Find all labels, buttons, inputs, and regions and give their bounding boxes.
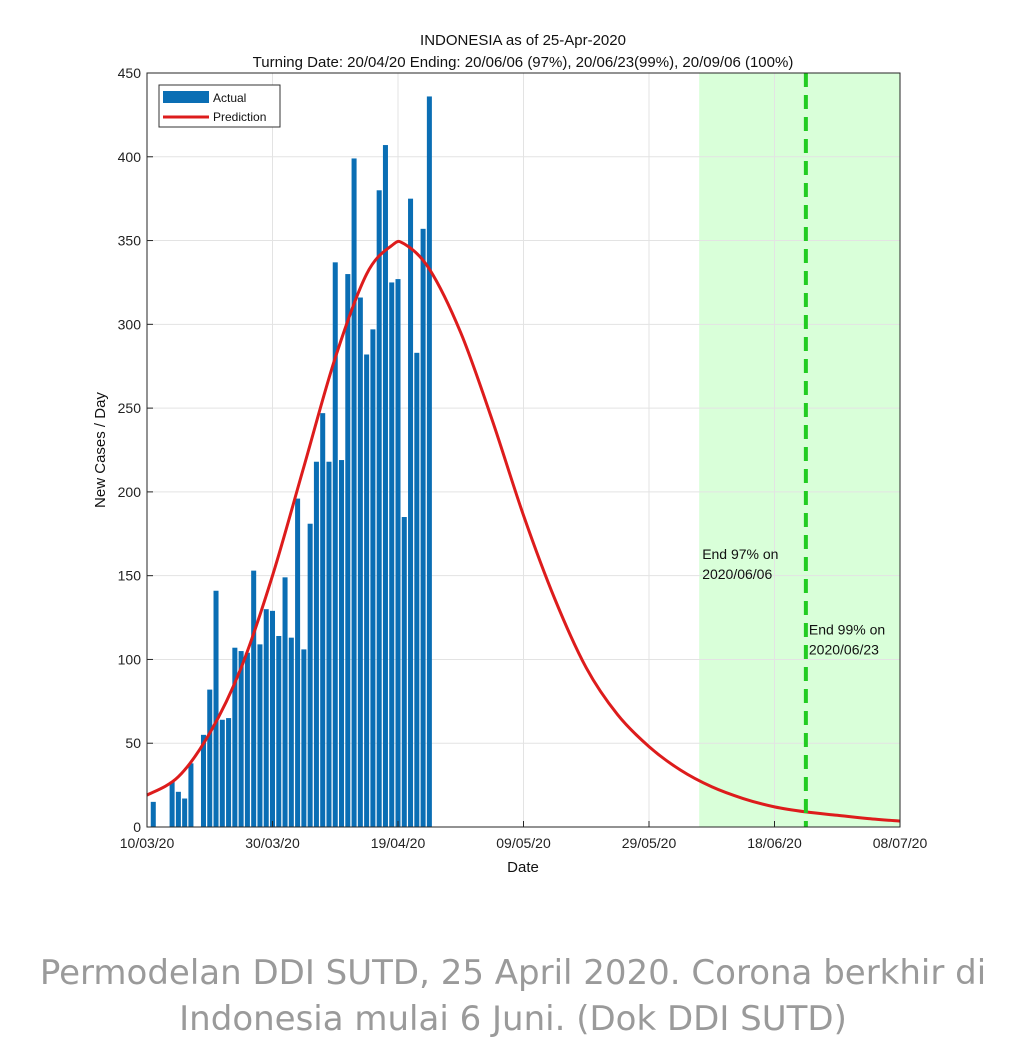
y-tick-label: 0 <box>133 819 141 835</box>
actual-bar <box>395 279 401 827</box>
annotation-line: 2020/06/06 <box>702 566 772 582</box>
actual-bar <box>364 354 370 827</box>
legend-actual-label: Actual <box>213 91 246 105</box>
actual-bar <box>226 718 232 827</box>
actual-bar <box>307 523 313 827</box>
actual-bar <box>345 274 351 828</box>
actual-bar <box>257 644 263 827</box>
actual-bar <box>238 651 244 827</box>
actual-bar <box>150 801 156 827</box>
actual-bar <box>351 158 357 827</box>
actual-bar <box>207 689 213 827</box>
actual-bar <box>426 96 432 828</box>
figure-caption: Permodelan DDI SUTD, 25 April 2020. Coro… <box>39 953 987 1039</box>
actual-bar <box>339 460 345 827</box>
actual-bar <box>263 609 269 827</box>
actual-bar <box>357 297 363 828</box>
x-tick-label: 08/07/20 <box>873 835 928 851</box>
y-tick-label: 450 <box>118 65 142 81</box>
chart: 0 50 100 150 200 250 300 350 400 450 10/03/20 30/03… <box>92 32 928 876</box>
x-tick-label: 09/05/20 <box>496 835 551 851</box>
annotation: End 97% on 2020/06/06 <box>702 546 778 582</box>
actual-bar <box>326 461 332 827</box>
x-tick-label: 30/03/20 <box>245 835 300 851</box>
annotation-line: End 99% on <box>809 621 885 637</box>
actual-bar <box>232 647 238 827</box>
x-tick-label: 10/03/20 <box>120 835 175 851</box>
annotation-line: End 97% on <box>702 546 778 562</box>
actual-bar <box>295 498 301 827</box>
actual-bar <box>313 461 319 827</box>
y-tick-label: 200 <box>118 484 142 500</box>
y-tick-label: 100 <box>118 651 142 667</box>
actual-bar <box>169 781 175 827</box>
legend: Actual Prediction <box>158 84 281 128</box>
chart-title: INDONESIA as of 25-Apr-2020 <box>420 32 626 49</box>
actual-bar <box>182 798 188 827</box>
actual-bar <box>213 590 219 827</box>
y-tick-label: 150 <box>118 568 142 584</box>
x-tick-label: 18/06/20 <box>747 835 802 851</box>
chart-subtitle: Turning Date: 20/04/20 Ending: 20/06/06 … <box>253 54 794 71</box>
actual-bar <box>414 352 420 827</box>
actual-bar <box>420 228 426 827</box>
y-tick-label: 300 <box>118 316 142 332</box>
actual-bar <box>269 610 276 827</box>
legend-actual-swatch <box>163 91 209 103</box>
actual-bar <box>320 413 326 827</box>
y-axis-label: New Cases / Day <box>92 392 109 508</box>
actual-bar <box>370 329 376 827</box>
y-tick-label: 50 <box>125 735 141 751</box>
actual-bar <box>188 763 194 827</box>
actual-bar <box>301 649 307 827</box>
actual-bar <box>288 637 294 827</box>
axis-ticks: 0 50 100 150 200 250 300 350 400 450 10/03/20 30/03… <box>118 65 928 851</box>
actual-bar <box>408 198 414 827</box>
annotation: End 99% on 2020/06/23 <box>809 621 885 657</box>
actual-bar <box>276 635 282 827</box>
annotation-line: 2020/06/23 <box>809 641 879 657</box>
actual-bar <box>376 190 382 828</box>
actual-bar <box>282 577 288 827</box>
actual-bar <box>175 791 181 827</box>
actual-bar <box>332 262 338 827</box>
x-axis-label: Date <box>507 859 539 876</box>
actual-bars <box>150 96 432 828</box>
x-tick-label: 19/04/20 <box>371 835 426 851</box>
actual-bar <box>219 719 225 827</box>
x-tick-label: 29/05/20 <box>622 835 677 851</box>
y-tick-label: 400 <box>118 149 142 165</box>
y-tick-label: 250 <box>118 400 142 416</box>
actual-bar <box>401 517 407 827</box>
legend-prediction-label: Prediction <box>213 110 266 124</box>
prediction-line <box>146 239 901 823</box>
y-tick-label: 350 <box>118 233 142 249</box>
ending-shaded-region <box>699 73 900 827</box>
annotations: End 97% on 2020/06/06 End 99% on 2020/06/23 <box>702 546 885 657</box>
actual-bar <box>200 734 206 827</box>
actual-bar <box>382 145 388 827</box>
actual-bar <box>244 652 250 827</box>
actual-bar <box>251 570 257 827</box>
actual-bar <box>389 282 395 827</box>
